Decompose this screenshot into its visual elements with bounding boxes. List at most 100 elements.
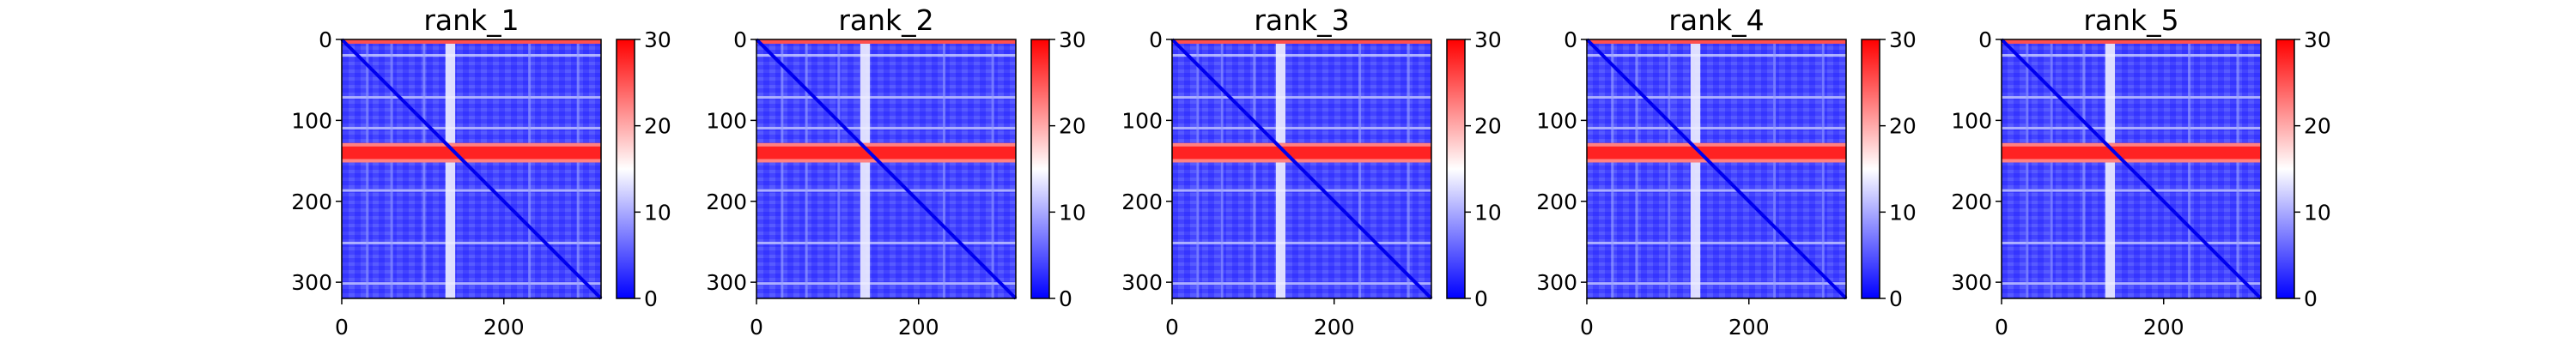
x-tick-label: 200 xyxy=(898,315,939,340)
colorbar: 0 10 20 30 xyxy=(616,27,671,311)
heatmap-row-streak xyxy=(1587,282,1846,286)
colorbar-tick-label: 10 xyxy=(644,200,671,225)
x-tick-label: 0 xyxy=(1580,315,1594,340)
colorbar-tick-label: 0 xyxy=(644,286,658,311)
y-tick-label: 100 xyxy=(1951,108,1992,133)
heatmap-row-band-edge xyxy=(756,159,1016,163)
colorbar-gradient xyxy=(1030,39,1050,299)
colorbar-tick-label: 0 xyxy=(2304,286,2318,311)
heatmap-row-streak xyxy=(2002,189,2261,192)
colorbar-tick-label: 30 xyxy=(1889,27,1917,52)
heatmap-row-band xyxy=(756,142,1016,163)
heatmap-image xyxy=(340,38,603,300)
colorbar-gradient xyxy=(616,39,635,299)
y-tick-label: 0 xyxy=(1564,27,1577,52)
colorbar-gradient xyxy=(1446,39,1466,299)
heatmap-column-band xyxy=(445,39,456,298)
heatmap-row-streak xyxy=(1587,96,1846,99)
heatmap-row-streak xyxy=(1587,126,1846,129)
panel-title: rank_3 xyxy=(1254,3,1349,37)
heatmap-col-streak xyxy=(781,39,784,298)
heatmap-row-streak xyxy=(1172,126,1431,129)
heatmap-diagonal xyxy=(1585,38,1848,300)
heatmap-col-streak xyxy=(991,39,994,298)
x-tick-label: 0 xyxy=(1995,315,2008,340)
y-tick-label: 0 xyxy=(319,27,332,52)
y-tick-label: 100 xyxy=(706,108,747,133)
heatmap-row-band-edge xyxy=(342,142,601,147)
heatmap-row-streak xyxy=(1587,241,1846,244)
heatmap-top-strip xyxy=(1587,39,1846,44)
y-tick-label: 300 xyxy=(706,270,747,295)
heatmap-col-streak xyxy=(528,39,532,298)
x-tick-label: 200 xyxy=(1728,315,1770,340)
heatmap-row-streak xyxy=(1172,241,1431,244)
heatmap-row-streak xyxy=(1172,282,1431,286)
heatmap-col-streak xyxy=(2082,39,2086,298)
heatmap-row-streak xyxy=(1172,53,1431,57)
plot-frame xyxy=(1586,39,1847,299)
heatmap-col-streak xyxy=(1668,39,1671,298)
x-tick-label: 0 xyxy=(1165,315,1179,340)
heatmap-col-streak xyxy=(837,39,841,298)
y-tick-label: 0 xyxy=(1978,27,1992,52)
heatmap-row-streak xyxy=(1587,189,1846,192)
y-tick-label: 100 xyxy=(1121,108,1163,133)
y-tick-label: 200 xyxy=(1121,190,1163,214)
heatmap-col-streak xyxy=(1611,39,1614,298)
x-tick-label: 200 xyxy=(483,315,525,340)
colorbar-gradient xyxy=(1861,39,1880,299)
heatmap-row-band-edge xyxy=(1172,159,1431,163)
x-tick-label: 0 xyxy=(750,315,763,340)
heatmap-image xyxy=(1170,38,1433,300)
heatmap-col-streak xyxy=(366,39,369,298)
heatmap-top-strip xyxy=(342,39,601,44)
y-tick-label: 200 xyxy=(1951,190,1992,214)
colorbar-tick-label: 10 xyxy=(1889,200,1917,225)
y-tick-label: 0 xyxy=(733,27,747,52)
plot-frame xyxy=(756,39,1017,299)
heatmap-top-strip xyxy=(2002,39,2261,44)
heatmap-row-streak xyxy=(2002,53,2261,57)
colorbar: 0 10 20 30 xyxy=(1861,27,1917,311)
heatmap-row-streak xyxy=(756,189,1016,192)
x-tick-label: 0 xyxy=(335,315,349,340)
y-tick-label: 100 xyxy=(291,108,332,133)
plot-frame xyxy=(341,39,602,299)
colorbar-tick-label: 30 xyxy=(2304,27,2331,52)
y-tick-label: 300 xyxy=(1121,270,1163,295)
heatmap-row-streak xyxy=(342,53,601,57)
colorbar: 0 10 20 30 xyxy=(2275,27,2331,311)
colorbar-tick-label: 30 xyxy=(1059,27,1086,52)
x-tick-label: 200 xyxy=(1314,315,1355,340)
heatmap-row-band xyxy=(1587,142,1846,163)
panel-title: rank_4 xyxy=(1668,3,1764,37)
heatmap-column-band xyxy=(860,39,871,298)
heatmap-row-streak xyxy=(2002,282,2261,286)
heatmap-row-streak xyxy=(2002,241,2261,244)
heatmap-col-streak xyxy=(805,39,808,298)
heatmap-top-strip xyxy=(756,39,1016,44)
colorbar-tick-label: 20 xyxy=(1889,114,1917,139)
heatmap-row-band-edge xyxy=(756,142,1016,147)
plot-frame xyxy=(1171,39,1432,299)
heatmap-column-band xyxy=(2105,39,2116,298)
heatmap-column-band xyxy=(1275,39,1286,298)
colorbar-tick-label: 0 xyxy=(1474,286,1488,311)
heatmap-col-streak xyxy=(2188,39,2191,298)
heatmap-col-streak xyxy=(1196,39,1200,298)
colorbar: 0 10 20 30 xyxy=(1446,27,1502,311)
colorbar-tick-label: 30 xyxy=(644,27,671,52)
heatmap-col-streak xyxy=(1358,39,1362,298)
colorbar-tick-label: 20 xyxy=(644,114,671,139)
colorbar-tick-label: 10 xyxy=(2304,200,2331,225)
y-tick-label: 300 xyxy=(291,270,332,295)
x-tick-label: 200 xyxy=(2143,315,2184,340)
y-tick-label: 100 xyxy=(1536,108,1577,133)
heatmap-diagonal xyxy=(340,38,603,300)
heatmap-col-streak xyxy=(1220,39,1224,298)
